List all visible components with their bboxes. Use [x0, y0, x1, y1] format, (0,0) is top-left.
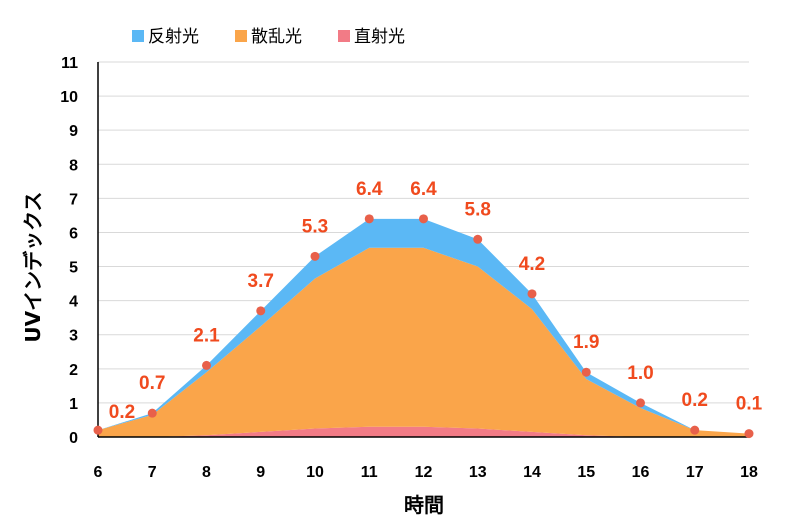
data-label-13: 5.8: [465, 199, 491, 220]
x-tick-label-11: 11: [361, 464, 378, 481]
x-tick-label-12: 12: [415, 464, 433, 481]
x-tick-label-14: 14: [523, 464, 541, 481]
data-label-18: 0.1: [736, 394, 763, 415]
legend-swatch-2: [338, 30, 350, 42]
data-label-12: 6.4: [410, 179, 437, 200]
y-tick-label-8: 8: [69, 157, 78, 174]
data-labels: 0.20.72.13.75.36.4 6.45.84.21.91.00.2 0.1: [109, 179, 763, 423]
total-marker-9: [256, 306, 266, 316]
legend-label-2: 直射光: [354, 27, 405, 47]
total-marker-16: [636, 398, 645, 408]
legend-label-0: 反射光: [148, 27, 199, 47]
x-axis-title: 時間: [404, 493, 444, 517]
total-marker-13: [473, 234, 483, 244]
y-axis-title: UVインデックス: [21, 191, 45, 342]
x-tick-label-15: 15: [577, 464, 595, 481]
x-tick-label-18: 18: [740, 464, 758, 481]
data-label-8: 2.1: [193, 325, 220, 346]
y-tick-label-10: 10: [60, 89, 78, 106]
legend-label-1: 散乱光: [251, 27, 302, 47]
y-tick-label-9: 9: [69, 123, 78, 140]
data-label-9: 3.7: [248, 271, 274, 292]
data-label-17: 0.2: [682, 390, 708, 411]
data-label-15: 1.9: [573, 332, 599, 353]
y-tick-label-4: 4: [69, 294, 78, 311]
area-series-1: [98, 247, 749, 437]
stacked-areas: [98, 218, 749, 437]
total-marker-8: [202, 360, 211, 370]
total-markers: [93, 214, 754, 439]
legend-swatch-1: [235, 30, 247, 42]
total-marker-7: [147, 408, 157, 418]
data-label-7: 0.7: [139, 373, 165, 394]
total-marker-6: [93, 425, 103, 435]
total-marker-17: [690, 425, 700, 435]
total-marker-18: [744, 429, 754, 439]
y-tick-label-3: 3: [69, 328, 78, 345]
gridlines: 0 1 2 3 4 5 6 7 8 9 10 11: [60, 55, 749, 447]
x-tick-label-8: 8: [202, 464, 211, 481]
y-tick-label-2: 2: [69, 362, 78, 379]
axes: 6 7 8 9 10 11 12 13 14 15 16 17 18: [94, 62, 758, 481]
data-label-10: 5.3: [302, 216, 328, 237]
total-marker-10: [310, 251, 320, 261]
y-tick-label-11: 11: [61, 55, 78, 72]
total-marker-12: [419, 214, 428, 224]
x-tick-label-17: 17: [686, 464, 704, 481]
total-marker-14: [527, 289, 537, 299]
x-tick-label-16: 16: [632, 464, 650, 481]
y-tick-label-0: 0: [69, 430, 78, 447]
y-tick-label-7: 7: [69, 191, 78, 208]
x-tick-label-6: 6: [94, 464, 103, 481]
area-series-0: [98, 426, 749, 437]
data-label-6: 0.2: [109, 402, 135, 423]
y-tick-label-6: 6: [69, 225, 78, 242]
total-marker-15: [581, 367, 591, 377]
x-tick-label-7: 7: [148, 464, 157, 481]
y-tick-label-1: 1: [69, 396, 78, 413]
data-label-16: 1.0: [627, 363, 653, 384]
data-label-11: 6.4: [356, 179, 383, 200]
y-tick-label-5: 5: [69, 260, 78, 277]
x-tick-label-13: 13: [469, 464, 487, 481]
data-label-14: 4.2: [519, 254, 545, 275]
total-marker-11: [364, 214, 374, 224]
legend: 反射光 散乱光 直射光: [132, 27, 405, 47]
legend-swatch-0: [132, 30, 144, 42]
x-tick-label-9: 9: [256, 464, 265, 481]
x-tick-label-10: 10: [306, 464, 324, 481]
